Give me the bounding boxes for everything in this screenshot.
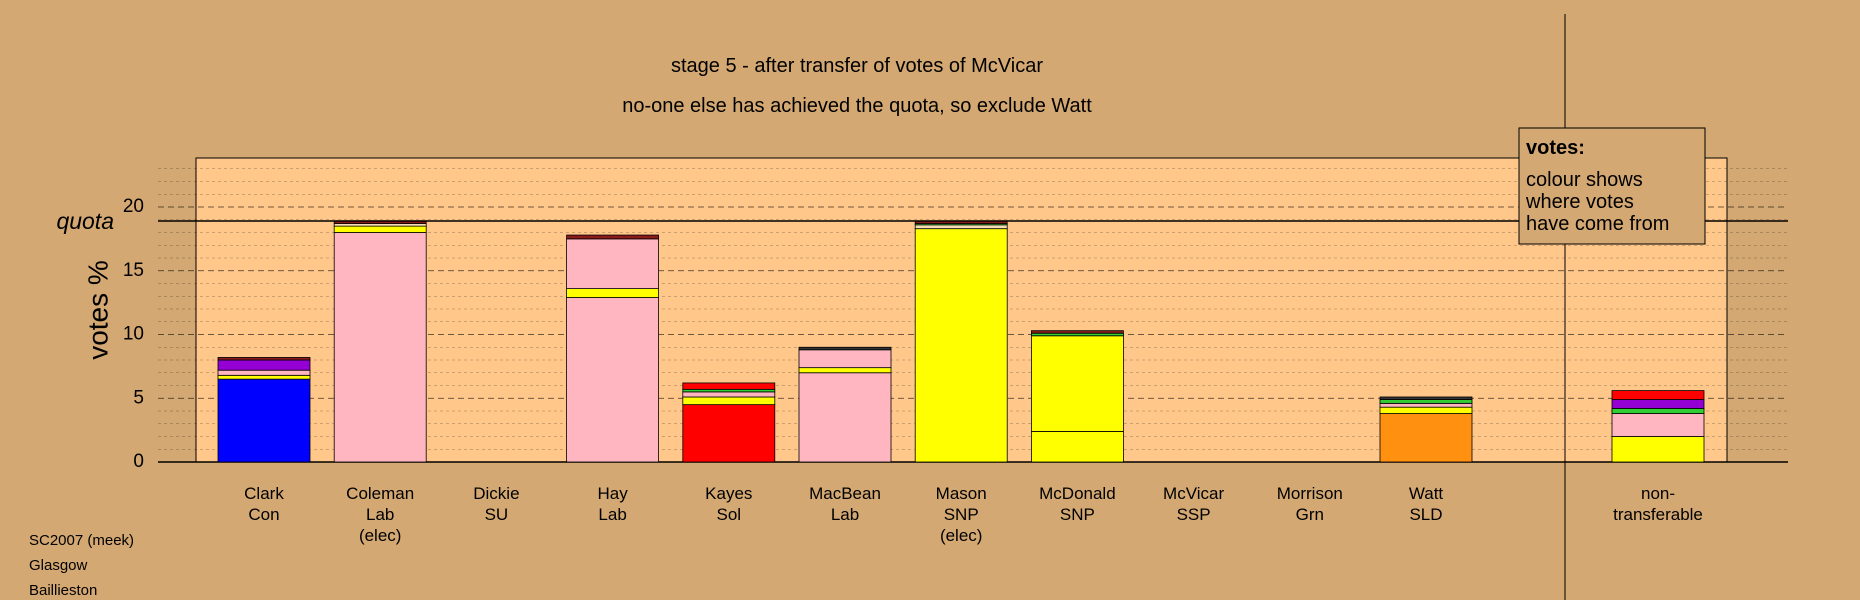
candidate-label-mcvicar-ssp-line1: McVicar: [1163, 484, 1224, 503]
candidate-label-mcdonald-snp-line1: McDonald: [1039, 484, 1116, 503]
bar-segment-mcdonald-snp-1: [1031, 430, 1124, 463]
bar-segment-hay-lab-2: [566, 288, 659, 298]
y-tick-label: 20: [123, 196, 144, 217]
candidate-label-kayes-sol-line2: Sol: [717, 505, 742, 524]
bar-segment-mason-snp-1: [914, 228, 1008, 463]
candidate-label-coleman-lab-line1: Coleman: [346, 484, 414, 503]
gridlines: [158, 168, 1788, 450]
bar-segment-hay-lab-1: [566, 297, 659, 463]
candidate-label-mason-snp-line3: (elec): [940, 526, 983, 545]
bar-segment-non-transferable-2: [1611, 413, 1705, 437]
footer-line-2: Glasgow: [29, 557, 88, 574]
candidate-label-morrison-grn-line2: Grn: [1296, 505, 1324, 524]
candidate-label-hay-lab-line2: Lab: [598, 505, 626, 524]
candidate-label-non-transferable-line1: non-: [1641, 484, 1675, 503]
y-tick-label: 0: [133, 451, 144, 472]
bar-segment-clark-con-1: [217, 378, 311, 463]
bar-segment-non-transferable-4: [1611, 399, 1705, 409]
candidate-label-mcdonald-snp-line2: SNP: [1060, 505, 1095, 524]
legend-title: votes:: [1526, 137, 1585, 159]
legend-line-2: where votes: [1525, 191, 1634, 213]
candidate-label-clark-con-line2: Con: [248, 505, 279, 524]
candidate-label-kayes-sol-line1: Kayes: [705, 484, 752, 503]
candidate-label-watt-sld-line2: SLD: [1409, 505, 1442, 524]
legend-box: votes: colour shows where votes have com…: [1518, 127, 1706, 245]
bar-segment-non-transferable-5: [1611, 390, 1705, 400]
bar-segment-mcdonald-snp-2: [1031, 335, 1124, 432]
candidate-label-macbean-lab-line2: Lab: [831, 505, 859, 524]
legend-background: [1518, 127, 1706, 245]
bar-segment-watt-sld-3: [1379, 402, 1473, 408]
bar-segment-macbean-lab-4: [798, 346, 892, 351]
bar-segment-clark-con-2: [217, 374, 311, 380]
candidate-label-coleman-lab-line2: Lab: [366, 505, 394, 524]
candidate-label-clark-con-line1: Clark: [244, 484, 284, 503]
bar-segment-macbean-lab-1: [798, 372, 892, 463]
candidate-label-coleman-lab-line3: (elec): [359, 526, 402, 545]
bar-segment-non-transferable-1: [1611, 436, 1705, 463]
y-tick-label: 10: [123, 324, 144, 345]
candidate-label-mason-snp-line1: Mason: [936, 484, 987, 503]
candidate-label-dickie-su-line1: Dickie: [473, 484, 519, 503]
bar-segment-coleman-lab-1: [333, 232, 427, 463]
candidate-label-non-transferable-line2: transferable: [1613, 505, 1703, 524]
bars: [217, 220, 1705, 463]
bar-segment-clark-con-5: [217, 357, 311, 361]
candidate-label-dickie-su-line2: SU: [485, 505, 509, 524]
footer-line-1: SC2007 (meek): [29, 532, 134, 549]
candidate-label-morrison-grn-line1: Morrison: [1277, 484, 1343, 503]
y-tick-labels: 0 5 10 15 20: [123, 196, 144, 472]
bar-segment-watt-sld-2: [1379, 406, 1473, 414]
candidate-label-macbean-lab-line1: MacBean: [809, 484, 881, 503]
bar-segment-hay-lab-3: [566, 238, 659, 289]
bar-segment-kayes-sol-1: [682, 404, 776, 463]
bar-segment-mason-snp-2: [914, 224, 1008, 230]
legend-line-1: colour shows: [1526, 169, 1643, 191]
y-axis-label: votes %: [82, 260, 113, 360]
bar-segment-watt-sld-5: [1379, 396, 1473, 400]
bar-segment-macbean-lab-2: [798, 367, 892, 374]
candidate-label-mcvicar-ssp-line2: SSP: [1177, 505, 1211, 524]
y-tick-label: 15: [123, 260, 144, 281]
chart-title-line1: stage 5 - after transfer of votes of McV…: [671, 55, 1043, 77]
bar-segment-watt-sld-4: [1379, 399, 1473, 404]
bar-segment-watt-sld-1: [1379, 413, 1473, 463]
bar-segment-kayes-sol-3: [682, 391, 776, 398]
bar-segment-coleman-lab-2: [333, 225, 427, 233]
bar-segment-non-transferable-3: [1611, 408, 1705, 414]
bar-segment-clark-con-4: [217, 359, 311, 371]
y-tick-label: 5: [133, 387, 144, 408]
bar-segment-macbean-lab-3: [798, 349, 892, 369]
chart-title-line2: no-one else has achieved the quota, so e…: [622, 95, 1092, 117]
candidate-label-hay-lab-line1: Hay: [597, 484, 628, 503]
bar-segment-hay-lab-4: [566, 234, 659, 240]
bar-segment-clark-con-3: [217, 369, 311, 376]
bar-segment-mcdonald-snp-4: [1031, 330, 1124, 334]
candidate-labels: Clark Con Coleman Lab (elec) Dickie SU Hay Lab Ka…: [244, 484, 1703, 545]
candidate-label-mason-snp-line2: SNP: [944, 505, 979, 524]
legend-line-3: have come from: [1526, 213, 1669, 235]
candidate-label-watt-sld-line1: Watt: [1409, 484, 1444, 503]
bar-segment-kayes-sol-2: [682, 396, 776, 406]
quota-label: quota: [56, 208, 114, 234]
footer-line-3: Baillieston: [29, 582, 97, 599]
bar-segment-kayes-sol-5: [682, 382, 776, 390]
